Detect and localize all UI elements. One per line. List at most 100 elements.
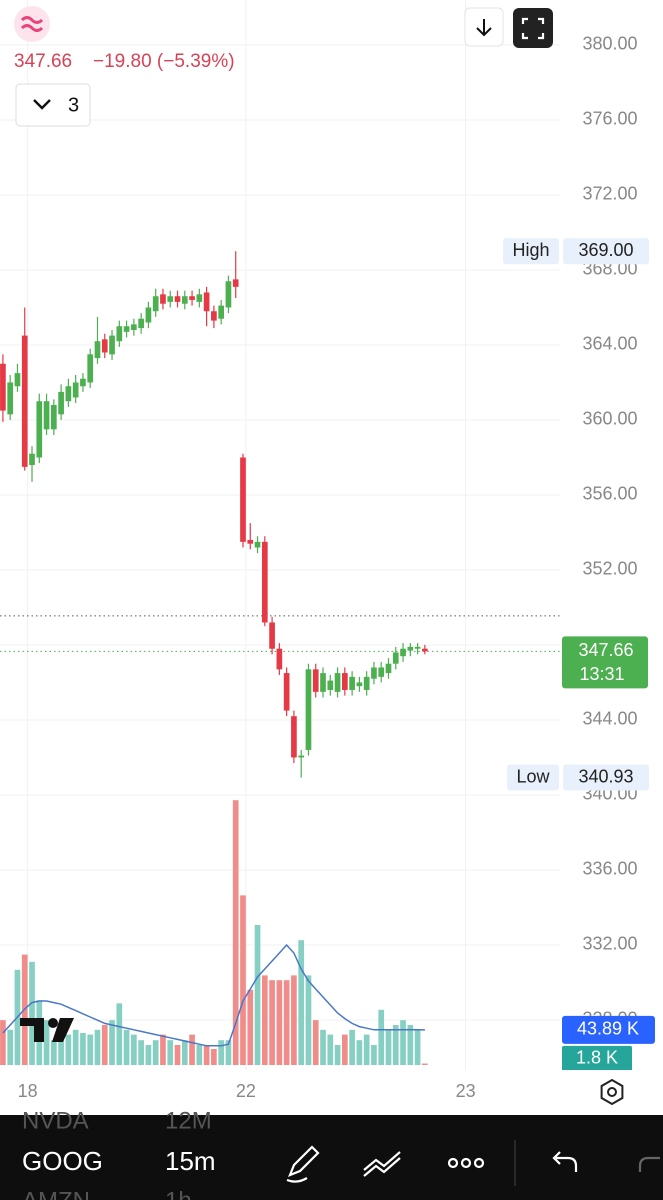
x-tick-label: 18	[18, 1081, 38, 1101]
y-tick-label: 356.00	[582, 484, 637, 504]
volume-bar	[80, 1033, 86, 1065]
volume-bar	[7, 1029, 14, 1065]
volume-bar	[87, 1034, 94, 1065]
candle-body	[196, 294, 203, 302]
last-price-value: 347.66	[578, 640, 633, 660]
volume-bar	[131, 1034, 137, 1065]
volume-bar	[225, 1040, 232, 1065]
candle-body	[261, 541, 268, 623]
low-label: Low	[516, 766, 550, 786]
symbol[interactable]: GOOG	[22, 1146, 103, 1176]
download-button[interactable]	[464, 7, 504, 47]
volume-bar	[218, 1040, 225, 1065]
low-value: 340.93	[578, 766, 633, 786]
candle-body	[422, 648, 428, 652]
interval[interactable]: 15m	[165, 1146, 216, 1176]
volume-bar	[101, 1025, 108, 1065]
candle-body	[29, 453, 35, 465]
candle-body	[371, 667, 377, 679]
candle-body	[131, 324, 137, 330]
ma-value: 43.89 K	[577, 1019, 639, 1039]
y-tick-label: 344.00	[582, 709, 637, 729]
candle-body	[181, 296, 188, 304]
candle-body	[218, 305, 225, 319]
price-axis: 380.00376.00372.00368.00364.00360.00356.…	[582, 34, 637, 1029]
x-tick-label: 22	[236, 1081, 256, 1101]
undo-button[interactable]	[552, 1151, 578, 1172]
y-tick-label: 376.00	[582, 109, 637, 129]
candle-body	[160, 294, 166, 304]
volume-bar	[123, 1029, 130, 1065]
candle-body	[50, 404, 57, 430]
symbol-icon[interactable]	[14, 6, 50, 42]
symbol-list: NVDA 12M GOOG 15m AMZN 1h	[22, 1107, 216, 1200]
settings-button[interactable]	[600, 1078, 624, 1106]
volume-bar	[203, 1045, 210, 1065]
candle-body	[225, 281, 232, 308]
candle-body	[109, 335, 115, 355]
volume-bar	[189, 1034, 195, 1065]
fullscreen-button[interactable]	[513, 8, 553, 48]
candle-body	[342, 673, 348, 690]
countdown: 13:31	[579, 664, 624, 684]
high-value: 369.00	[578, 240, 633, 260]
candle-body	[43, 401, 50, 430]
volume-bar	[94, 1029, 101, 1065]
lines-button[interactable]	[363, 1151, 401, 1177]
badges: High 369.00 Low 340.93 347.66 13:31 43.89 K 1.8…	[503, 238, 655, 1072]
volume-bar	[385, 1029, 392, 1065]
volume-bar	[152, 1040, 159, 1065]
volume-bar	[174, 1045, 181, 1065]
interval[interactable]: 12M	[165, 1107, 212, 1134]
tv-logo	[20, 1018, 74, 1042]
volume-bar	[392, 1025, 399, 1065]
volume-bar	[0, 1020, 6, 1065]
volume-bar	[50, 1040, 57, 1065]
candle-body	[378, 667, 385, 677]
candle-body	[87, 354, 94, 383]
volume-ma-line	[2, 943, 425, 1047]
redo-button[interactable]	[638, 1156, 660, 1172]
volume-bar	[291, 975, 297, 1065]
candle-body	[72, 382, 79, 398]
interval[interactable]: 1h	[165, 1187, 192, 1200]
candle-body	[211, 311, 217, 321]
y-tick-label: 372.00	[582, 184, 637, 204]
high-badge	[503, 238, 559, 265]
candle-body	[334, 673, 341, 692]
y-tick-label: 380.00	[582, 34, 637, 54]
volume-bar	[145, 1045, 152, 1065]
symbol[interactable]: AMZN	[22, 1187, 90, 1200]
candle-body	[349, 676, 355, 690]
volume-bar	[276, 980, 283, 1065]
indicators-button[interactable]: 3	[15, 83, 91, 127]
volume-bar	[422, 1063, 428, 1065]
candle-body	[305, 669, 312, 750]
price-change: −19.80 (−5.39%)	[93, 51, 235, 72]
high-label: High	[512, 240, 549, 260]
candle-body	[298, 755, 305, 758]
more-button[interactable]	[447, 1157, 485, 1169]
candle-body	[174, 296, 181, 302]
candle-body	[189, 296, 195, 300]
indicator-count: 3	[68, 94, 79, 116]
draw-button[interactable]	[286, 1145, 320, 1183]
volume-bar	[211, 1049, 217, 1065]
candle-body	[269, 622, 275, 649]
time-axis-labels: 18 22 23	[18, 1081, 476, 1101]
symbol[interactable]: NVDA	[22, 1107, 89, 1134]
volume-bar	[312, 1020, 319, 1065]
grid	[0, 0, 560, 1070]
price-pane	[0, 251, 428, 778]
candle-body	[145, 307, 152, 323]
candle-body	[254, 541, 261, 548]
volume-bar	[240, 895, 246, 1065]
volume-bar	[414, 1029, 421, 1065]
volume-value: 1.8 K	[576, 1048, 618, 1068]
candle-body	[94, 341, 101, 359]
candle-body	[327, 680, 334, 690]
candle-body	[312, 669, 319, 692]
candle-body	[138, 318, 144, 329]
candle-body	[363, 676, 370, 690]
volume-bar	[232, 800, 239, 1065]
